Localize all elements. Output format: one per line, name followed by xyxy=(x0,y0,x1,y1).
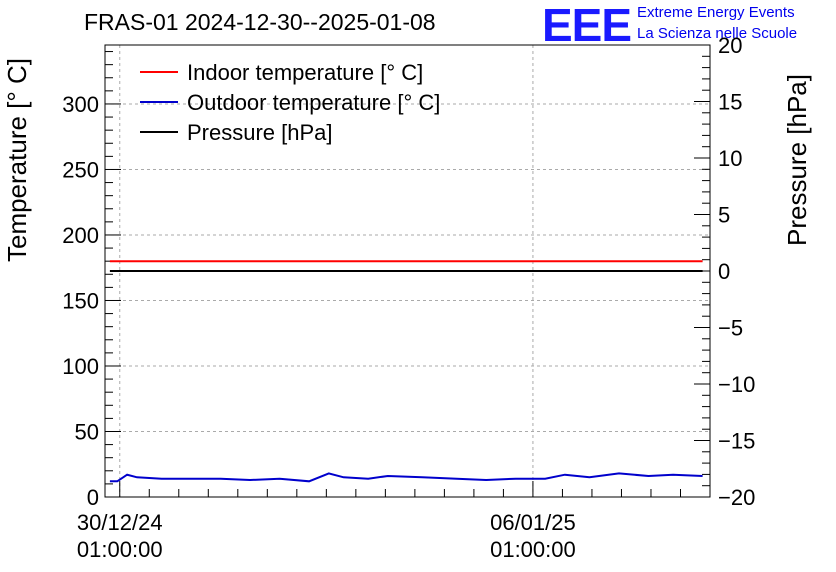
y2-tick-label: 5 xyxy=(718,203,730,228)
y-tick-label: 200 xyxy=(62,223,99,248)
y2-tick-label: 0 xyxy=(718,259,730,284)
y-tick-label: 150 xyxy=(62,288,99,313)
y-tick-label: 100 xyxy=(62,354,99,379)
y2-tick-label: −5 xyxy=(718,316,743,341)
y2-tick-label: 10 xyxy=(718,146,742,171)
y2-tick-label: −10 xyxy=(718,372,755,397)
logo-subtitle-line2: La Scienza nelle Scuole xyxy=(637,25,798,42)
y2-tick-label: −20 xyxy=(718,485,755,510)
legend-label-0: Indoor temperature [° C] xyxy=(187,60,423,85)
x-tick-label-time: 01:00:00 xyxy=(77,537,163,562)
eee-logo: EEE xyxy=(542,0,632,51)
x-tick-label-time: 01:00:00 xyxy=(490,537,576,562)
y-tick-label: 0 xyxy=(87,485,99,510)
legend-label-2: Pressure [hPa] xyxy=(187,120,333,145)
legend-label-1: Outdoor temperature [° C] xyxy=(187,90,440,115)
chart-title: FRAS-01 2024-12-30--2025-01-08 xyxy=(84,9,436,35)
x-tick-label-date: 06/01/25 xyxy=(490,510,576,535)
y-tick-label: 50 xyxy=(75,419,99,444)
y-axis-title: Temperature [° C] xyxy=(2,58,32,262)
series-line-1 xyxy=(109,472,703,483)
logo-subtitle-line1: Extreme Energy Events xyxy=(637,4,795,21)
y-tick-label: 300 xyxy=(62,92,99,117)
y-tick-label: 250 xyxy=(62,157,99,182)
y2-tick-label: 20 xyxy=(718,33,742,58)
y2-tick-label: −15 xyxy=(718,429,755,454)
y2-tick-label: 15 xyxy=(718,90,742,115)
y2-axis-title: Pressure [hPa] xyxy=(782,74,812,246)
x-tick-label-date: 30/12/24 xyxy=(77,510,163,535)
